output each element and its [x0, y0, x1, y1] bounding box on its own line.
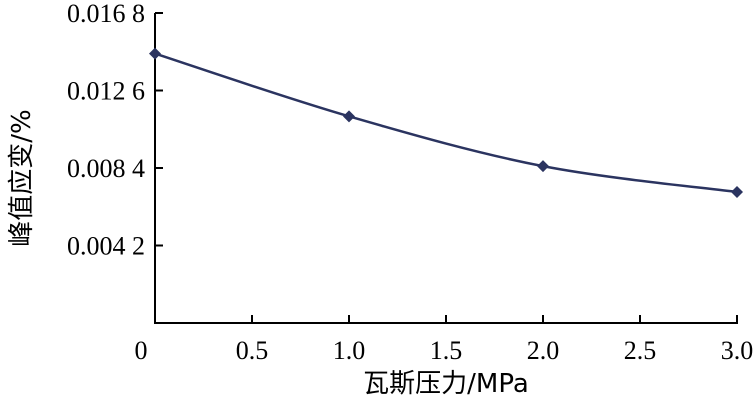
series-line	[154, 52, 738, 194]
x-tick-label: 2.5	[624, 336, 657, 365]
y-tick-label: 0.012 6	[67, 77, 145, 106]
data-point-marker	[343, 110, 355, 123]
y-axis-title: 峰值应变/%	[7, 109, 37, 246]
x-tick-label: 2.0	[527, 336, 560, 365]
data-point-marker	[731, 185, 743, 198]
y-axis-ticks: 0.004 2 0.008 4 0.012 6 0.016 8	[67, 0, 163, 261]
y-tick-label: 0.016 8	[67, 0, 145, 28]
y-tick-label: 0.004 2	[67, 232, 145, 261]
data-point-marker	[149, 47, 161, 60]
x-axis-title: 瓦斯压力/MPa	[363, 369, 529, 399]
x-axis-ticks: 0.5 1.0 1.5 2.0 2.5 3.0	[236, 315, 754, 365]
series-layer	[149, 47, 743, 198]
y-tick-label: 0.008 4	[67, 154, 145, 183]
x-tick-label: 1.5	[430, 336, 463, 365]
x-tick-label: 3.0	[721, 336, 754, 365]
data-point-marker	[537, 160, 549, 173]
x-tick-label: 0.5	[236, 336, 269, 365]
origin-label: 0	[135, 336, 148, 365]
x-tick-label: 1.0	[333, 336, 366, 365]
